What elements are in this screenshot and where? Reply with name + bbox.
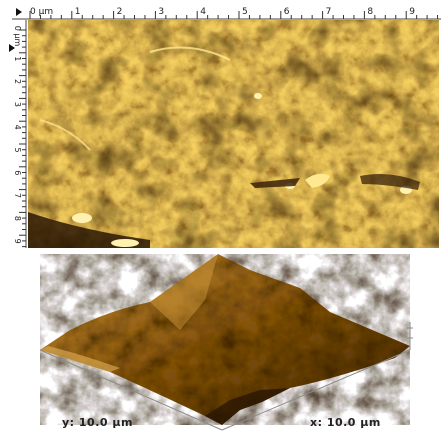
x-tick-label: 5 [242,7,248,17]
afm-2d-texture [28,20,439,248]
x-tick-label: 3 [158,7,164,17]
y-tick-label: 4 [13,125,22,130]
y-tick-label: 3 [13,102,22,107]
x-ruler [0,0,441,20]
y-ruler-ticks: 1 2 3 4 5 6 7 8 9 [13,29,26,248]
y-tick-label: 8 [13,216,22,221]
afm-2d-dark-region [28,212,150,248]
x-ruler-arrow-icon [16,8,22,16]
x-tick-label: 2 [117,7,123,17]
x-tick-label: 8 [367,7,373,17]
y-tick-label: 6 [13,170,22,175]
x-axis-line [221,349,411,431]
afm-2d-bright-particle [254,93,262,99]
x-tick-label: 9 [409,7,415,17]
afm-3d-svg [39,254,413,431]
afm-2d-panel: 1 2 3 4 5 6 7 8 9 0 µm 1 2 3 4 5 6 7 8 9 0 µm [0,0,441,248]
y-tick-label: 1 [13,56,22,61]
y-tick-label: 9 [13,239,22,244]
afm-2d-shadows [28,20,439,248]
afm-2d-bright-particle [72,213,92,223]
x-tick-label: 6 [284,7,290,17]
x-tick-label: 1 [75,7,81,17]
y-tick-label: 7 [13,193,22,198]
x-dimension-label: x: 10.0 µm [310,416,381,429]
afm-2d-bright-particle [305,173,330,188]
x-ruler-ticks: 1 2 3 4 5 6 7 8 9 [29,7,439,19]
x-tick-label: 4 [200,7,206,17]
y-tick-label: 2 [13,79,22,84]
afm-2d-svg: 1 2 3 4 5 6 7 8 9 0 µm 1 2 3 4 5 6 7 8 9 0 µm [0,0,441,248]
afm-2d-bright-particle [111,239,139,247]
y-tick-label: 5 [13,147,22,152]
y-ruler-arrow-icon [9,44,15,52]
afm-3d-panel: y: 10.0 µm x: 10.0 µm [0,250,441,434]
afm-2d-ridge [39,119,91,151]
y-dimension-label: y: 10.0 µm [62,416,133,429]
y-axis-line [39,349,223,431]
x-ruler-origin-label: 0 µm [30,7,53,17]
afm-3d-highlight [150,254,218,330]
y-ruler-origin-label: 0 µm [13,26,22,47]
afm-3d-edge-highlight [40,346,120,372]
afm-3d-shadow [205,388,290,425]
x-tick-label: 7 [326,7,332,17]
afm-3d-surface [40,254,410,425]
afm-2d-dark-region [250,178,300,188]
afm-2d-dark-region [360,174,420,190]
afm-2d-ridge [149,46,231,61]
